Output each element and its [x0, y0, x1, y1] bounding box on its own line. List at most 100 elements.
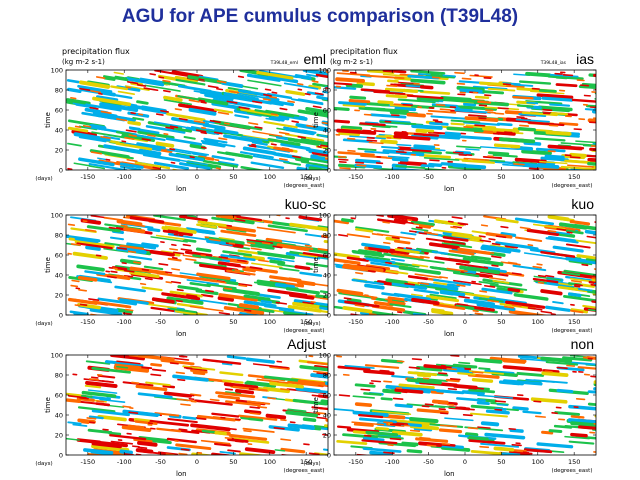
precip-streak	[288, 293, 315, 300]
precip-core	[272, 245, 283, 249]
precip-core	[257, 405, 268, 409]
precip-streak	[334, 219, 350, 225]
y-tick-label: 60	[323, 106, 331, 114]
precip-streak	[391, 282, 428, 290]
precip-core	[280, 388, 290, 391]
precip-streak	[571, 98, 596, 103]
precip-streak	[530, 397, 568, 404]
precip-core	[306, 124, 317, 128]
precip-streak	[420, 164, 435, 168]
precip-streak	[293, 299, 328, 307]
precip-core	[264, 88, 272, 91]
x-axis-label: lon	[444, 470, 455, 478]
precip-streak	[433, 278, 472, 286]
precip-streak	[313, 425, 328, 429]
precip-core	[74, 304, 81, 307]
precip-streak	[478, 280, 499, 286]
precip-core	[409, 429, 421, 433]
precip-streak	[418, 224, 432, 229]
precip-core	[571, 279, 583, 283]
precip-streak	[489, 284, 528, 291]
precip-streak	[578, 85, 596, 90]
heatmap-eml: -150 -100 -50 0 50 100 150 0 20 40 60 80 100 time (day…	[35, 47, 329, 193]
precip-streak	[240, 166, 265, 170]
precip-core	[471, 371, 484, 374]
precip-core	[458, 295, 470, 299]
precip-core	[355, 161, 365, 164]
precip-core	[500, 225, 509, 229]
precip-core	[183, 366, 193, 370]
precip-streak	[72, 251, 108, 260]
y-tick-label: 40	[55, 271, 63, 279]
heatmap-non: -150 -100 -50 0 50 100 150 0 20 40 60 80 100 time (day…	[303, 351, 597, 478]
precip-streak	[594, 98, 596, 100]
precip-core	[325, 87, 328, 90]
precip-streak	[162, 384, 176, 389]
precip-streak	[453, 279, 482, 286]
precip-streak	[295, 386, 321, 394]
precip-streak	[114, 285, 146, 293]
precip-streak	[167, 257, 182, 262]
precip-streak	[364, 255, 391, 261]
precip-core	[70, 96, 77, 100]
precip-core	[424, 403, 434, 406]
precip-streak	[370, 261, 405, 269]
x-tick-label: -150	[80, 458, 95, 466]
x-units-label: (degrees_east)	[552, 468, 593, 474]
precip-core	[102, 428, 109, 431]
precip-streak	[185, 227, 215, 235]
precip-streak	[484, 432, 526, 440]
y-units-label: (days)	[35, 176, 52, 182]
x-tick-label: 100	[532, 173, 544, 181]
x-tick-label: 150	[300, 173, 312, 181]
precip-streak	[249, 266, 263, 270]
precip-streak	[66, 98, 91, 106]
precip-core	[386, 84, 398, 87]
precip-core	[95, 76, 106, 80]
precip-core	[368, 312, 377, 315]
y-tick-label: 0	[59, 166, 63, 174]
x-tick-label: -100	[117, 318, 132, 326]
precip-streak	[567, 418, 596, 425]
precip-streak	[172, 374, 209, 382]
precip-core	[108, 226, 116, 230]
precip-core	[429, 159, 440, 162]
precip-streak	[215, 215, 237, 220]
precip-streak	[477, 426, 491, 429]
precip-streak	[163, 99, 192, 106]
precip-core	[320, 144, 328, 148]
precip-streak	[322, 433, 328, 436]
precip-streak	[465, 148, 480, 151]
precip-core	[101, 380, 111, 383]
x-units-label: (degrees_east)	[284, 183, 325, 189]
precip-streak	[390, 252, 424, 260]
x-tick-label: 0	[195, 173, 199, 181]
model-label: kuo-sc	[284, 196, 326, 212]
precip-streak	[178, 103, 217, 113]
precip-core	[248, 145, 257, 148]
precip-streak	[92, 96, 132, 107]
x-axis-label: lon	[444, 185, 455, 193]
precip-streak	[587, 162, 596, 166]
precip-core	[439, 276, 449, 279]
precip-streak	[496, 403, 509, 407]
precip-streak	[211, 155, 235, 162]
precip-streak	[516, 371, 545, 377]
precip-streak	[467, 114, 487, 118]
precip-streak	[119, 298, 149, 305]
precip-streak	[478, 297, 504, 303]
precip-streak	[387, 155, 410, 159]
precip-core	[396, 360, 405, 363]
precip-streak	[516, 104, 534, 108]
precip-streak	[365, 74, 405, 80]
precip-streak	[337, 151, 375, 157]
precip-streak	[136, 142, 166, 150]
precip-streak	[355, 158, 381, 164]
precip-core	[303, 443, 310, 446]
precip-streak	[195, 289, 219, 296]
precip-streak	[222, 287, 260, 296]
precip-streak	[97, 414, 127, 422]
precip-streak	[468, 436, 489, 441]
precip-core	[581, 263, 589, 267]
y-axis-label: time	[44, 257, 52, 273]
